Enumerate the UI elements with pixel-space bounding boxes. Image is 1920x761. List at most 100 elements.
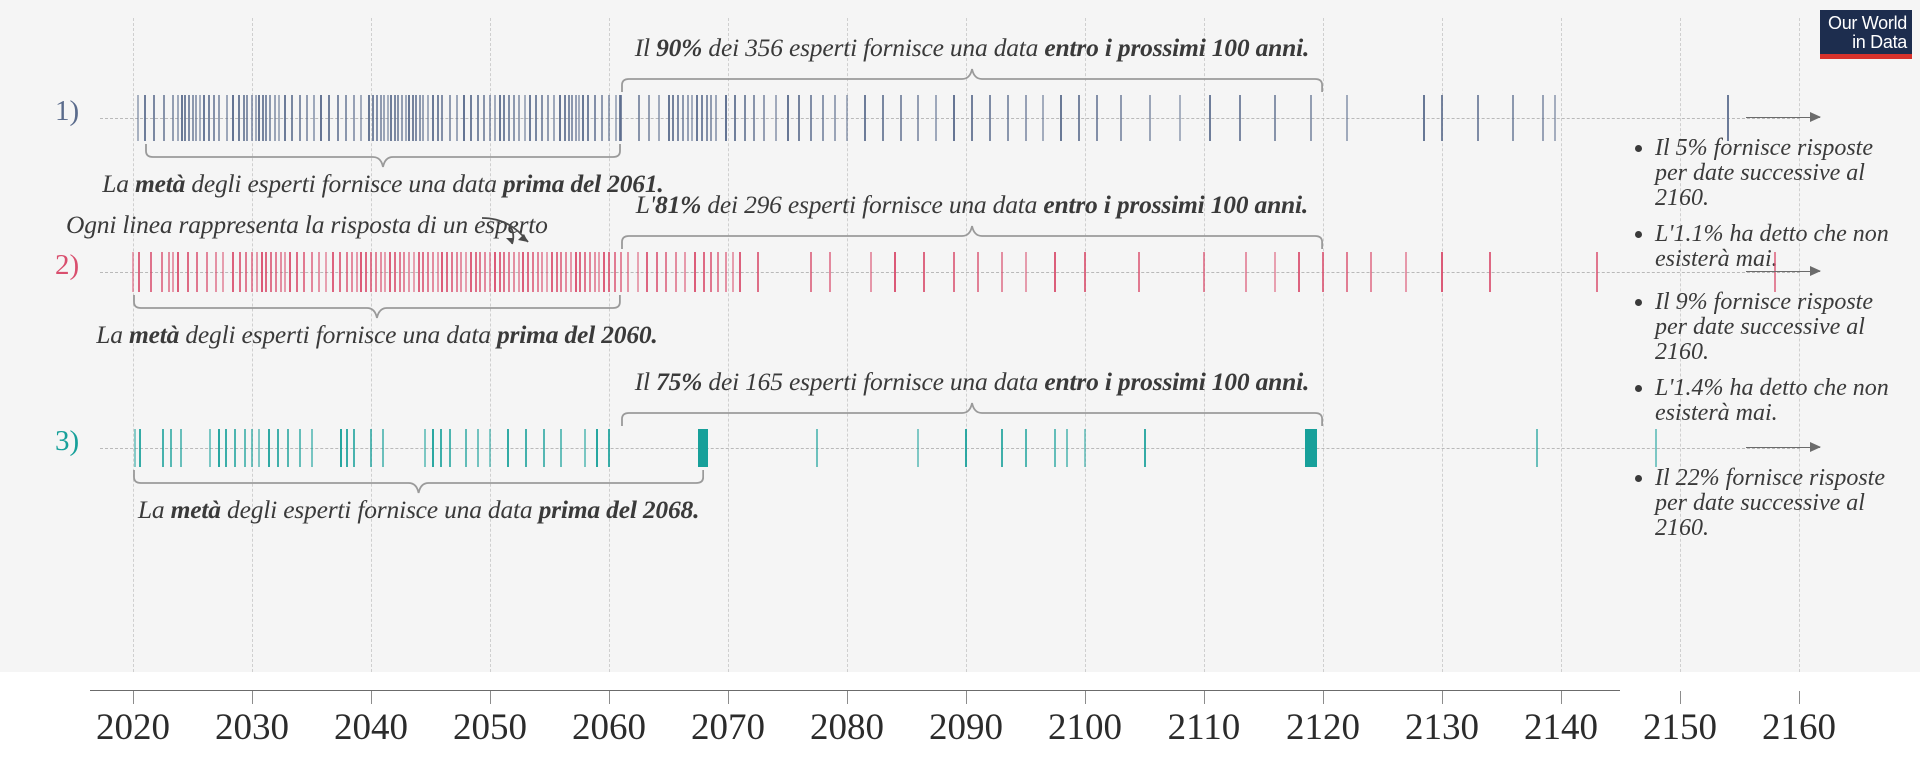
x-axis-label-2160: 2160 [1762, 707, 1836, 748]
x-axis-tick-2070 [728, 691, 729, 704]
strip-mark [375, 95, 378, 141]
strip-mark [374, 252, 377, 292]
strip-mark [277, 429, 280, 467]
gridline-2080 [847, 18, 848, 672]
strip-mark [531, 252, 534, 292]
strip-mark [291, 95, 294, 141]
strip-mark [1149, 95, 1152, 141]
bullet-list: Il 5% fornisce risposte per date success… [1635, 136, 1905, 272]
strip-mark [535, 95, 538, 141]
strip-mark [265, 95, 268, 141]
strip-mark [1084, 252, 1086, 292]
strip-mark [1054, 429, 1057, 467]
strip-mark [448, 95, 451, 141]
strip-mark [738, 252, 741, 292]
strip-mark [246, 95, 249, 141]
strip-mark [389, 252, 392, 292]
strip-mark [717, 252, 720, 292]
strip-mark [226, 95, 228, 141]
strip-mark [731, 252, 734, 292]
strip-mark [279, 252, 282, 292]
strip-mark [917, 95, 920, 141]
strip-mark [542, 429, 545, 467]
strip-mark [258, 95, 261, 141]
strip-mark [584, 429, 587, 467]
strip-mark [574, 252, 577, 292]
strip-mark [1119, 95, 1122, 141]
gridline-2030 [252, 18, 253, 672]
strip-mark [132, 252, 134, 292]
strip-mark [137, 252, 140, 292]
strip-mark [762, 95, 765, 141]
strip-mark [353, 429, 356, 467]
strip-mark [1441, 95, 1443, 141]
strip-mark [574, 95, 577, 141]
strip-mark [917, 429, 920, 467]
strip-mark [450, 252, 453, 292]
strip-mark [408, 95, 411, 141]
row-bullets-1: Il 5% fornisce risposte per date success… [1635, 136, 1905, 283]
strip-mark [489, 429, 491, 467]
strip-mark [637, 95, 640, 141]
x-axis-tick-2100 [1085, 691, 1086, 704]
strip-mark [1000, 429, 1003, 467]
gridline-2110 [1204, 18, 1205, 672]
strip-mark [415, 95, 418, 141]
x-axis-label-2030: 2030 [215, 707, 289, 748]
strip-mark [408, 252, 411, 292]
strip-mark [1322, 252, 1324, 292]
x-axis-label-2050: 2050 [453, 707, 527, 748]
strip-mark [677, 95, 680, 141]
strip-mark [328, 95, 331, 141]
strip-mark [298, 95, 301, 141]
strip-mark [1137, 252, 1140, 292]
strip-mark [613, 252, 616, 292]
strip-mark [379, 95, 382, 141]
strip-mark [320, 95, 323, 141]
strip-mark [360, 252, 363, 292]
strip-mark [1298, 252, 1301, 292]
strip-mark [139, 429, 142, 467]
strip-mark [810, 95, 813, 141]
strip-mark [550, 252, 553, 292]
strip-mark [598, 252, 601, 292]
strip-mark [700, 429, 709, 467]
row-axis-arrow-3 [1746, 442, 1826, 454]
bullet-list: Il 22% fornisce risposte per date succes… [1635, 466, 1905, 541]
strip-mark [172, 252, 175, 292]
strip-mark [431, 95, 434, 141]
strip-mark [446, 252, 449, 292]
x-axis-line [90, 690, 1620, 691]
strip-mark [143, 95, 146, 141]
strip-mark [161, 429, 164, 467]
strip-mark [191, 95, 194, 141]
strip-mark [756, 252, 759, 292]
strip-mark [493, 95, 496, 141]
strip-mark [976, 252, 979, 292]
strip-mark [243, 429, 246, 467]
x-axis-tick-2120 [1323, 691, 1324, 704]
strip-mark [581, 95, 584, 141]
strip-mark [251, 429, 253, 467]
strip-mark [541, 95, 544, 141]
strip-mark [522, 252, 525, 292]
strip-mark [212, 95, 215, 141]
strip-mark [1024, 95, 1027, 141]
strip-mark [565, 252, 568, 292]
strip-mark [536, 252, 539, 292]
strip-mark [619, 252, 622, 292]
strip-mark [1304, 429, 1313, 467]
strip-mark [215, 252, 218, 292]
strip-mark [1345, 95, 1348, 141]
row-index-label-2: 2) [55, 249, 80, 281]
strip-mark [465, 252, 468, 292]
strip-mark [474, 252, 477, 292]
strip-mark [667, 95, 670, 141]
strip-mark [418, 95, 421, 141]
strip-mark [553, 95, 556, 141]
strip-plot-3 [0, 429, 1920, 467]
x-axis-tick-2080 [847, 691, 848, 704]
strip-mark [810, 252, 813, 292]
gridline-2130 [1442, 18, 1443, 672]
strip-mark [384, 252, 387, 292]
